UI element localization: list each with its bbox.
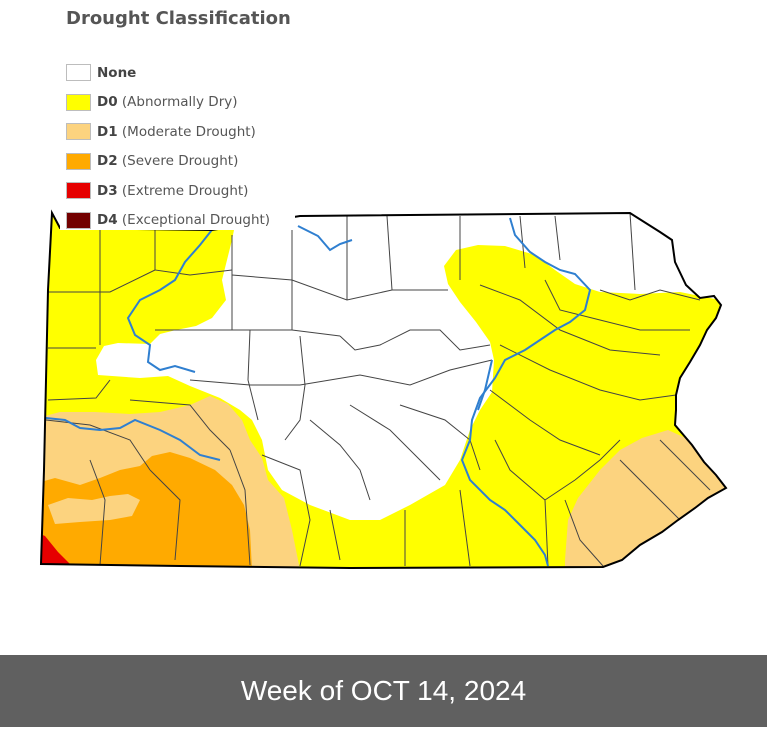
legend: None D0 (Abnormally Dry) D1 (Moderate Dr… (66, 58, 270, 235)
legend-backdrop (60, 52, 295, 230)
legend-label-d0: D0 (Abnormally Dry) (97, 94, 238, 111)
legend-item-d0: D0 (Abnormally Dry) (66, 88, 270, 118)
legend-label-d4: D4 (Exceptional Drought) (97, 212, 271, 229)
week-banner: Week of OCT 14, 2024 (0, 655, 767, 727)
legend-item-d2: D2 (Severe Drought) (66, 147, 270, 177)
legend-label-d1: D1 (Moderate Drought) (97, 123, 256, 140)
legend-swatch-d3 (66, 182, 91, 200)
legend-item-d1: D1 (Moderate Drought) (66, 117, 270, 147)
legend-swatch-d2 (66, 152, 91, 170)
d2-region (41, 452, 252, 568)
pennsylvania-outline (39, 209, 728, 570)
legend-swatch-d0 (66, 93, 91, 111)
legend-item-d4: D4 (Exceptional Drought) (66, 206, 270, 236)
legend-label-d3: D3 (Extreme Drought) (97, 182, 249, 199)
legend-label-d2: D2 (Severe Drought) (97, 153, 239, 170)
legend-item-none: None (66, 58, 270, 88)
rivers (45, 217, 592, 567)
legend-swatch-none (66, 64, 91, 82)
legend-swatch-d4 (66, 211, 91, 229)
legend-title: Drought Classification (66, 8, 291, 29)
legend-item-d3: D3 (Extreme Drought) (66, 176, 270, 206)
week-label: Week of OCT 14, 2024 (240, 675, 527, 706)
legend-label-none: None (97, 64, 137, 81)
county-lines (45, 213, 711, 567)
legend-swatch-d1 (66, 123, 91, 141)
d1-region-inner (48, 494, 140, 524)
